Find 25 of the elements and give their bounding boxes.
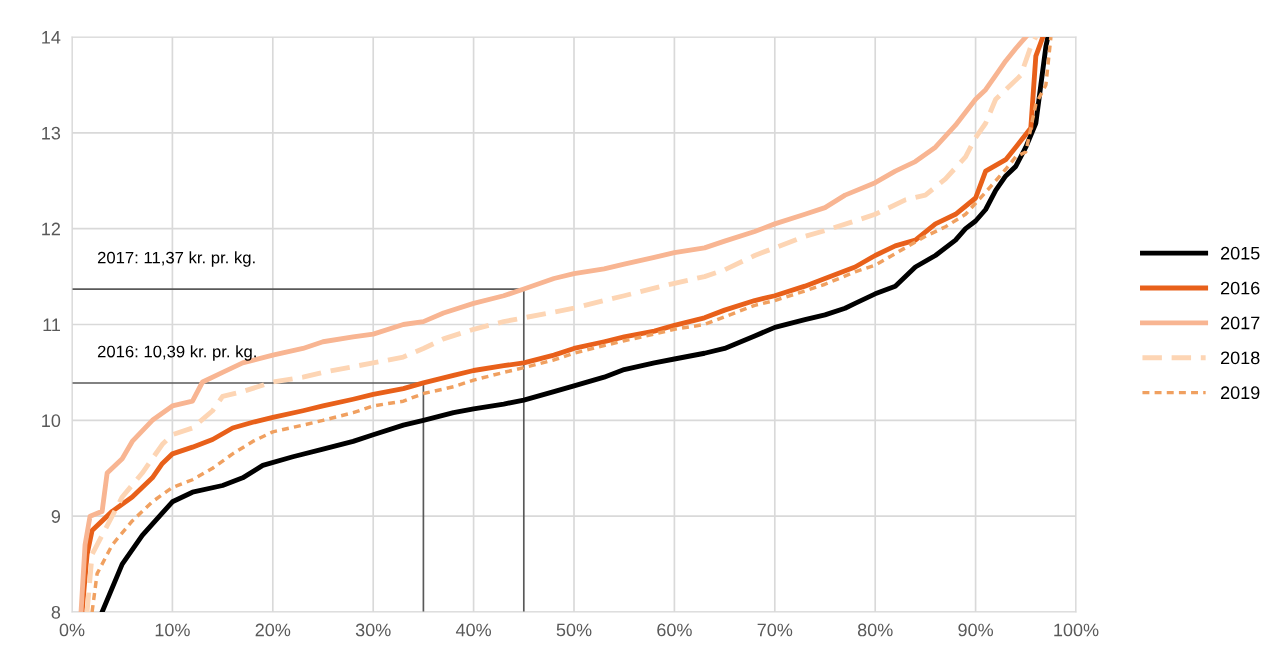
annotation: 2016: 10,39 kr. pr. kg.	[97, 345, 256, 361]
legend-label: 2016	[1221, 281, 1260, 295]
annotation: 2017: 11,37 kr. pr. kg.	[97, 251, 255, 267]
y-tick-label: 9	[51, 510, 61, 523]
x-tick-label: 100%	[1054, 623, 1099, 637]
x-tick-label: 30%	[355, 623, 391, 637]
x-tick-label: 50%	[556, 623, 592, 637]
x-tick-label: 90%	[958, 623, 994, 637]
x-tick-label: 70%	[757, 623, 793, 637]
x-tick-label: 40%	[455, 623, 492, 637]
x-tick-label: 0%	[59, 623, 85, 637]
x-tick-label: 60%	[657, 623, 692, 637]
legend-label: 2019	[1221, 386, 1260, 400]
y-tick-label: 11	[43, 318, 61, 332]
y-tick-label: 13	[42, 126, 61, 140]
x-tick-label: 10%	[155, 623, 190, 637]
legend-label: 2018	[1221, 351, 1260, 365]
x-tick-label: 20%	[255, 623, 291, 637]
y-tick-label: 12	[42, 222, 60, 236]
x-tick-label: 80%	[857, 623, 893, 637]
legend-label: 2015	[1221, 246, 1260, 260]
legend-label: 2017	[1221, 316, 1260, 330]
y-tick-label: 14	[42, 31, 61, 44]
y-tick-label: 10	[42, 414, 61, 428]
y-tick-label: 8	[51, 605, 61, 619]
